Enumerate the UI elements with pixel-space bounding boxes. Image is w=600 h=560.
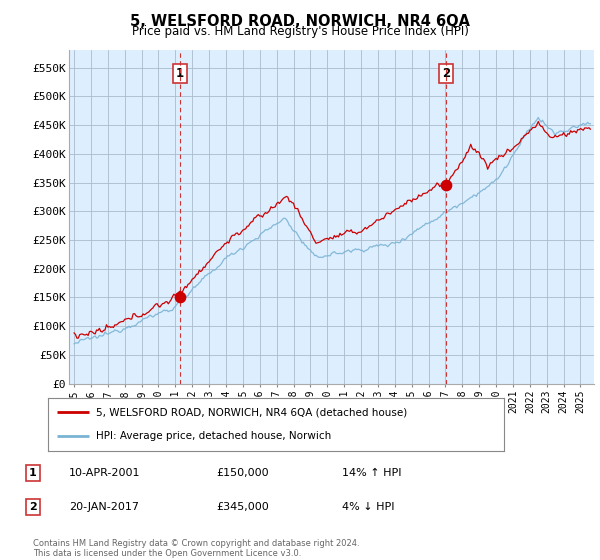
Point [442,181,451,190]
Text: Price paid vs. HM Land Registry's House Price Index (HPI): Price paid vs. HM Land Registry's House … [131,25,469,38]
Text: 5, WELSFORD ROAD, NORWICH, NR4 6QA: 5, WELSFORD ROAD, NORWICH, NR4 6QA [130,14,470,29]
Text: 1: 1 [176,67,184,80]
Text: 5, WELSFORD ROAD, NORWICH, NR4 6QA (detached house): 5, WELSFORD ROAD, NORWICH, NR4 6QA (deta… [96,408,407,418]
Point [175,293,185,302]
Text: £150,000: £150,000 [216,468,269,478]
Text: 10-APR-2001: 10-APR-2001 [69,468,140,478]
Text: 14% ↑ HPI: 14% ↑ HPI [342,468,401,478]
Text: £345,000: £345,000 [216,502,269,512]
Text: 2: 2 [442,67,451,80]
Text: 1: 1 [29,468,37,478]
Text: 20-JAN-2017: 20-JAN-2017 [69,502,139,512]
Text: Contains HM Land Registry data © Crown copyright and database right 2024.
This d: Contains HM Land Registry data © Crown c… [33,539,359,558]
Text: HPI: Average price, detached house, Norwich: HPI: Average price, detached house, Norw… [96,431,331,441]
Text: 4% ↓ HPI: 4% ↓ HPI [342,502,395,512]
Text: 2: 2 [29,502,37,512]
